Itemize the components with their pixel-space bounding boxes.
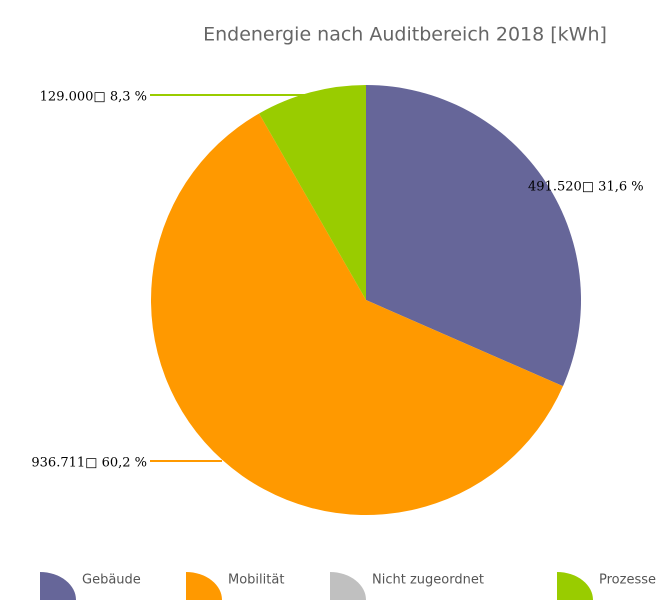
legend-label: Gebäude bbox=[82, 573, 141, 588]
legend-label: Nicht zugeordnet bbox=[372, 573, 484, 588]
legend-swatch bbox=[330, 572, 366, 600]
legend-label: Mobilität bbox=[228, 573, 284, 588]
data-label: 129.000□ 8,3 % bbox=[40, 90, 147, 105]
pie-slice bbox=[366, 85, 581, 387]
legend-label: Prozesse bbox=[599, 573, 656, 588]
chart-title: Endenergie nach Auditbereich 2018 [kWh] bbox=[203, 24, 607, 46]
data-label: 491.520□ 31,6 % bbox=[528, 180, 644, 195]
legend-swatch bbox=[40, 572, 76, 600]
pie-slice bbox=[150, 113, 563, 516]
pie-slice bbox=[259, 85, 366, 300]
data-label: 936.711□ 60,2 % bbox=[31, 456, 147, 471]
legend-swatch bbox=[557, 572, 593, 600]
legend-swatch bbox=[186, 572, 222, 600]
